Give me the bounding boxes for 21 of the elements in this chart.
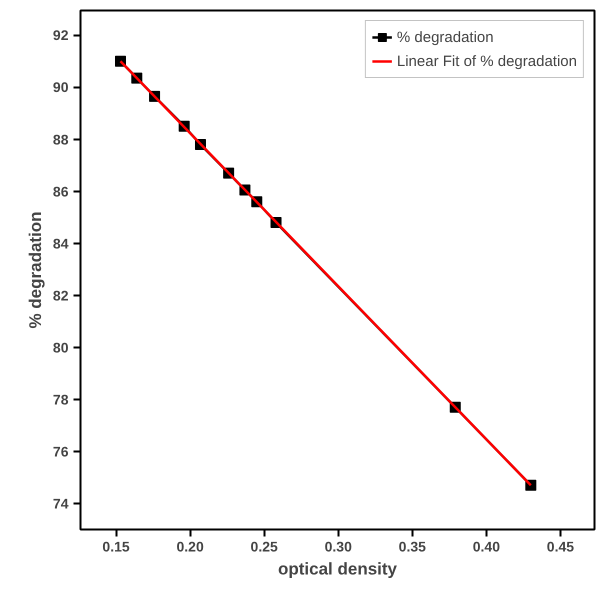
x-tick-label: 0.15 bbox=[102, 538, 130, 554]
x-tick-label: 0.25 bbox=[250, 538, 278, 554]
x-tick-label: 0.30 bbox=[324, 538, 352, 554]
x-axis-title: optical density bbox=[278, 560, 398, 578]
legend-label: % degradation bbox=[396, 28, 494, 46]
y-tick-label: 74 bbox=[52, 495, 69, 512]
x-tick-label: 0.40 bbox=[472, 538, 500, 554]
y-tick-label: 90 bbox=[52, 79, 69, 96]
y-tick-label: 82 bbox=[52, 287, 69, 304]
legend-label: Linear Fit of % degradation bbox=[396, 52, 577, 70]
y-tick-label: 84 bbox=[52, 235, 69, 252]
y-tick-label: 78 bbox=[52, 391, 69, 408]
y-axis-title: % degradation bbox=[26, 211, 45, 329]
y-tick-label: 88 bbox=[52, 131, 69, 148]
x-tick-label: 0.35 bbox=[398, 538, 426, 554]
x-tick-label: 0.20 bbox=[176, 538, 204, 554]
x-tick-label: 0.45 bbox=[546, 538, 574, 554]
y-tick-label: 76 bbox=[52, 443, 69, 460]
y-tick-label: 86 bbox=[52, 183, 69, 200]
y-tick-label: 80 bbox=[52, 339, 69, 356]
y-tick-label: 92 bbox=[52, 27, 69, 44]
